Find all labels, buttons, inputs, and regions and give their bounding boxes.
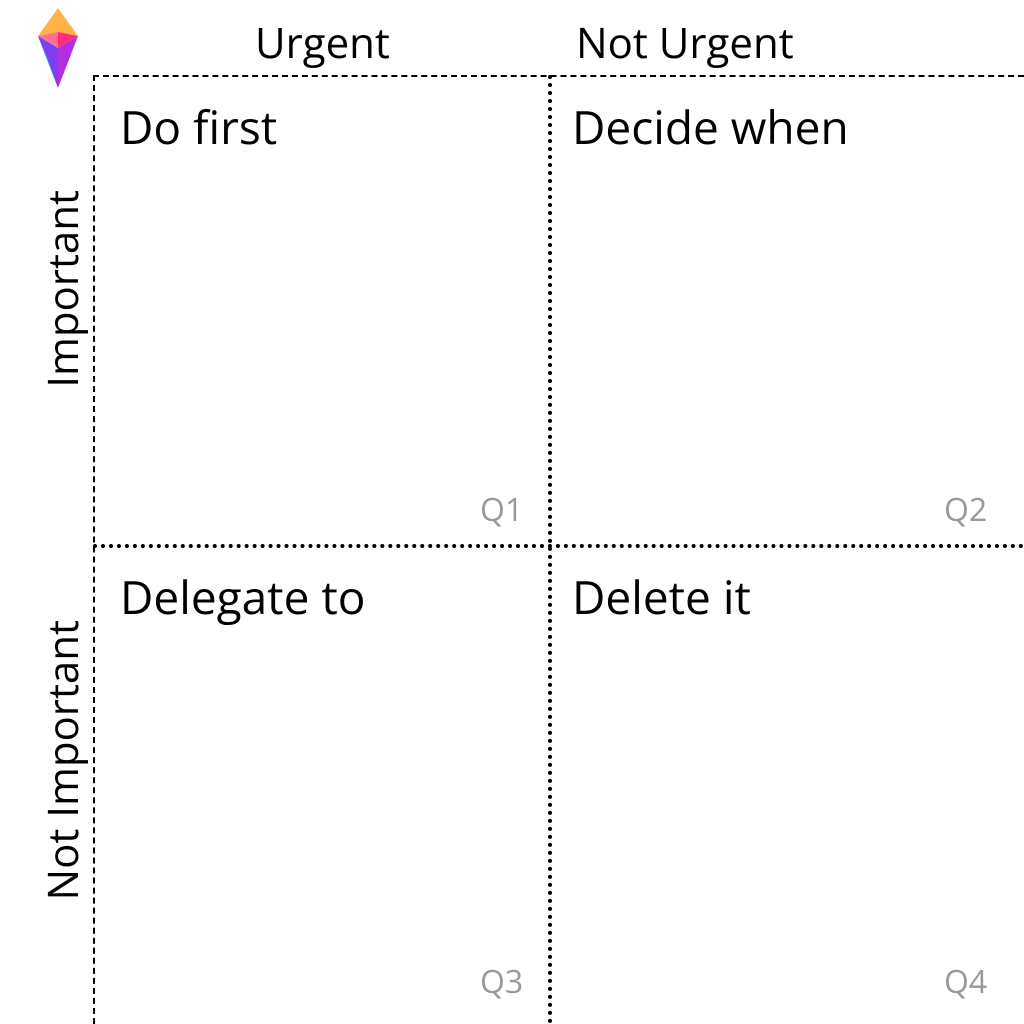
quadrant-4-title: Delete it [572,566,751,628]
row-header-not-important: Not Important [34,620,91,901]
logo-icon [26,8,90,88]
matrix-frame [93,75,1024,1024]
horizontal-divider [93,544,1024,548]
row-header-important: Important [34,190,91,388]
quadrant-2-title: Decide when [572,96,849,158]
quadrant-1-code: Q1 [480,488,523,531]
quadrant-3-code: Q3 [480,960,523,1003]
vertical-divider [548,75,552,1024]
quadrant-2-code: Q2 [944,488,987,531]
column-header-not-urgent: Not Urgent [576,14,794,71]
quadrant-3-title: Delegate to [120,566,365,628]
quadrant-4-code: Q4 [944,960,987,1003]
quadrant-1-title: Do first [120,96,277,158]
column-header-urgent: Urgent [255,14,390,71]
